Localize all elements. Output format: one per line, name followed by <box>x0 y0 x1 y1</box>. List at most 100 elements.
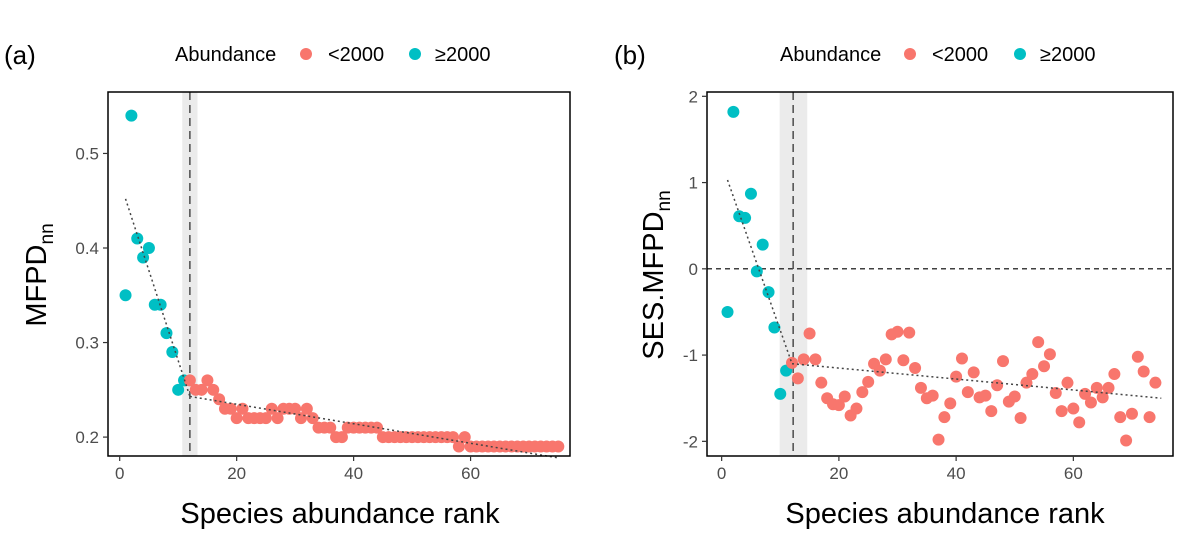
data-point-low <box>259 412 272 425</box>
data-point-low <box>1084 396 1097 409</box>
data-point-low <box>1043 348 1056 361</box>
data-point-low <box>862 375 875 388</box>
data-point-low <box>803 327 816 340</box>
data-point-low <box>1055 405 1068 418</box>
data-point-high <box>131 232 144 245</box>
data-point-low <box>797 353 810 366</box>
legend-b: Abundance <2000 ≥2000 <box>780 44 1095 66</box>
data-point-low <box>230 412 243 425</box>
data-point-low <box>452 440 465 453</box>
legend-key-low <box>300 48 312 60</box>
data-point-low <box>1096 391 1109 404</box>
data-point-high <box>750 265 763 278</box>
y-axis-title-a: MFPDnn <box>21 223 58 326</box>
data-point-high <box>160 327 173 340</box>
y-tick-label: 0.4 <box>75 239 99 258</box>
legend-label-high: ≥2000 <box>1040 44 1095 66</box>
x-tick-label: 20 <box>829 464 848 483</box>
data-point-high <box>119 289 132 302</box>
y-axis-title-main-b: SES.MFPD <box>638 211 670 359</box>
legend-label-high: ≥2000 <box>435 44 490 66</box>
y-tick-label: 2 <box>689 87 698 106</box>
legend-a: Abundance <2000 ≥2000 <box>175 44 490 66</box>
data-point-low <box>1090 381 1103 394</box>
data-point-low <box>955 352 968 365</box>
data-point-low <box>1125 407 1138 420</box>
x-tick-label: 20 <box>227 464 246 483</box>
data-point-low <box>815 376 828 389</box>
x-tick-label: 60 <box>1064 464 1083 483</box>
x-tick-label: 40 <box>344 464 363 483</box>
x-tick-label: 40 <box>947 464 966 483</box>
data-point-low <box>950 370 963 383</box>
data-point-low <box>1114 411 1127 424</box>
panel-label-b: (b) <box>614 40 646 70</box>
y-tick-label: 0 <box>689 260 698 279</box>
data-point-low <box>1067 402 1080 415</box>
legend-title: Abundance <box>780 44 881 66</box>
data-point-low <box>1038 360 1051 373</box>
data-point-low <box>1014 412 1027 425</box>
data-point-low <box>1143 411 1156 424</box>
data-point-low <box>785 356 798 369</box>
data-point-low <box>1120 434 1133 447</box>
data-point-low <box>447 431 460 444</box>
data-point-low <box>324 421 337 434</box>
legend-title: Abundance <box>175 44 276 66</box>
data-point-low <box>1108 368 1121 381</box>
legend-label-low: <2000 <box>932 44 988 66</box>
data-point-low <box>961 386 974 399</box>
data-point-high <box>137 251 150 264</box>
data-point-low <box>903 326 916 339</box>
y-tick-label: -1 <box>683 346 698 365</box>
data-point-low <box>1131 350 1144 363</box>
plot-area-b: 0 20 40 60 -2 -1 0 1 2 <box>683 87 1174 483</box>
data-point-low <box>909 362 922 375</box>
data-point-high <box>721 305 734 318</box>
data-point-low <box>195 383 208 396</box>
legend-label-low: <2000 <box>328 44 384 66</box>
data-point-low <box>1032 336 1045 349</box>
legend-key-low <box>904 48 916 60</box>
data-point-low <box>838 390 851 403</box>
x-axis-title-b: Species abundance rank <box>785 498 1105 530</box>
data-point-high <box>125 109 138 122</box>
legend-key-high <box>409 48 421 60</box>
data-point-low <box>1049 387 1062 400</box>
data-point-high <box>762 286 775 299</box>
data-point-high <box>142 242 155 254</box>
panel-b: (b) Abundance <2000 ≥2000 0 20 40 60 -2 -1 0 1 2… <box>614 40 1174 530</box>
y-axis-title-sub-a: nn <box>37 223 58 244</box>
data-point-low <box>201 374 214 387</box>
fit-line-right <box>791 362 1162 399</box>
data-point-low <box>1026 368 1039 381</box>
data-point-low <box>914 381 927 394</box>
data-point-high <box>744 187 757 200</box>
x-tick-label: 0 <box>717 464 726 483</box>
data-point-low <box>809 353 822 366</box>
data-point-low <box>944 397 957 410</box>
data-point-low <box>1020 376 1033 389</box>
data-point-low <box>207 383 220 396</box>
y-tick-label: -2 <box>683 432 698 451</box>
data-point-low <box>938 411 951 424</box>
plot-frame <box>706 91 1174 457</box>
y-tick-label: 0.2 <box>75 428 99 447</box>
plot-area-a: 0 20 40 60 0.2 0.3 0.4 0.5 <box>75 91 571 483</box>
data-point-low <box>458 431 471 444</box>
data-point-high <box>166 346 179 358</box>
data-point-low <box>932 433 945 446</box>
y-axis-title-sub-b: nn <box>654 190 675 211</box>
data-point-low <box>1137 365 1150 378</box>
x-axis-title-a: Species abundance rank <box>180 498 500 530</box>
data-point-low <box>879 353 892 366</box>
data-point-low <box>1073 416 1086 429</box>
y-axis-title-main-a: MFPD <box>21 244 53 326</box>
y-tick-label: 0.5 <box>75 144 99 163</box>
plot-frame <box>107 91 571 457</box>
data-point-high <box>774 387 787 400</box>
data-point-low <box>306 412 319 425</box>
fit-line-left <box>124 198 191 397</box>
data-point-low <box>979 389 992 402</box>
